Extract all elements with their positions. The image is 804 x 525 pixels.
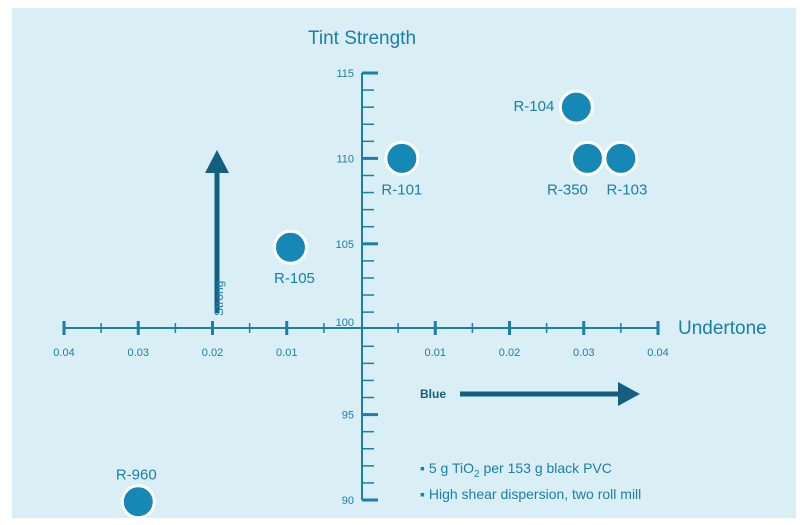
point-label-r-350: R-350 [547, 181, 588, 198]
note-line-1-subscript: 2 [474, 468, 480, 480]
y-tick-label: 90 [342, 495, 354, 507]
point-label-r-101: R-101 [381, 181, 422, 198]
strong-label: Strong [212, 281, 226, 316]
y-tick-label: 115 [336, 68, 354, 80]
x-tick-label: 0.03 [128, 347, 149, 359]
y-tick-label: 105 [336, 239, 354, 251]
data-point-r-104 [558, 89, 594, 125]
y-tick-label: 100 [336, 317, 354, 329]
data-point-r-350 [569, 140, 605, 176]
y-tick-label: 95 [342, 410, 354, 422]
blue-arrow-head [618, 382, 640, 406]
x-axis-label: Undertone [678, 318, 767, 339]
point-label-r-103: R-103 [606, 181, 647, 198]
scatter-chart: 0.04 0.03 0.02 0.01 0.01 0.02 0.03 0.04 90 95 100 1… [53, 28, 767, 518]
data-point-r-103 [603, 140, 639, 176]
chart-title: Tint Strength [308, 28, 416, 49]
point-label-r-960: R-960 [116, 467, 157, 484]
note-line-1: ▪ 5 g TiO2 per 153 g black PVC [420, 460, 612, 480]
x-tick-label: 0.01 [425, 347, 446, 359]
x-tick-label: 0.02 [202, 347, 223, 359]
chart-panel: 0.04 0.03 0.02 0.01 0.01 0.02 0.03 0.04 90 95 100 1… [12, 8, 796, 518]
point-label-r-104: R-104 [513, 98, 554, 115]
blue-label: Blue [420, 387, 446, 401]
x-tick-label: 0.04 [53, 347, 74, 359]
point-label-r-105: R-105 [274, 270, 315, 287]
x-tick-label: 0.01 [276, 347, 297, 359]
note-line-2-text: High shear dispersion, two roll mill [428, 486, 642, 502]
x-tick-label: 0.03 [573, 347, 594, 359]
strong-arrow-head [205, 150, 229, 173]
note-line-1-prefix: 5 g TiO [428, 460, 474, 476]
note-line-1-suffix: per 153 g black PVC [479, 460, 612, 476]
data-point-r-101 [384, 140, 420, 176]
x-tick-label: 0.02 [499, 347, 520, 359]
x-tick-label: 0.04 [647, 347, 668, 359]
data-point-r-960 [120, 484, 156, 518]
y-tick-label: 110 [336, 153, 354, 165]
data-point-r-105 [272, 229, 308, 265]
note-line-2: ▪ High shear dispersion, two roll mill [420, 486, 642, 502]
